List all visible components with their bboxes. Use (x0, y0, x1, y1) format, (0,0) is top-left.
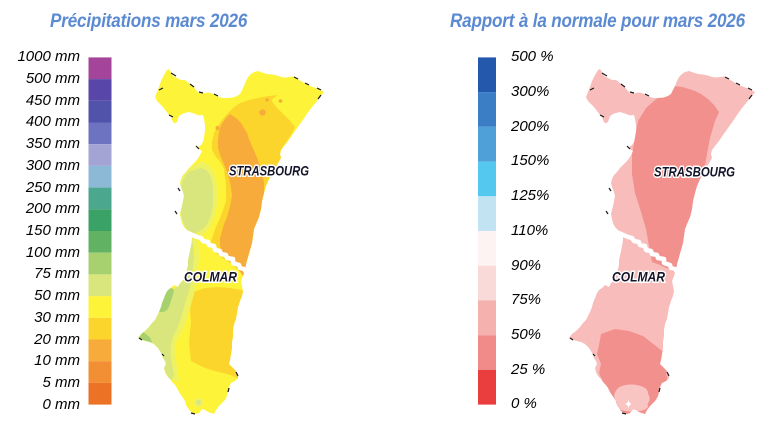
svg-text:COLMAR: COLMAR (612, 269, 666, 285)
svg-text:STRASBOURG: STRASBOURG (654, 164, 735, 180)
svg-text:STRASBOURG: STRASBOURG (229, 163, 309, 179)
svg-text:COLMAR: COLMAR (184, 269, 238, 285)
